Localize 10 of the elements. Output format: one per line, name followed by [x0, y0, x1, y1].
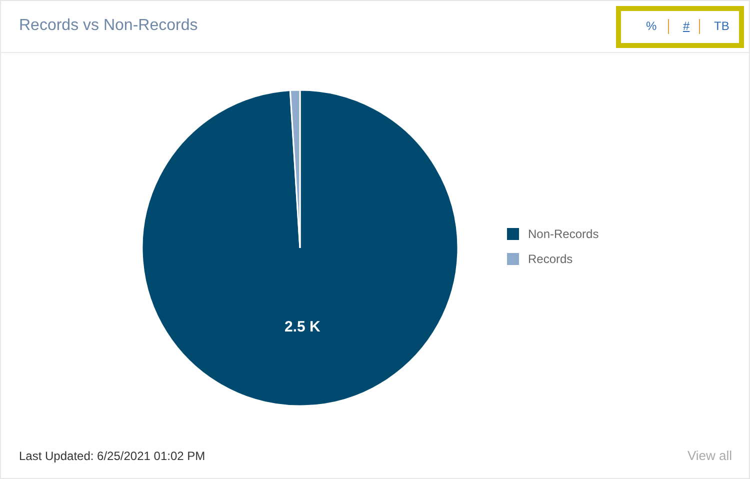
pie-slice	[141, 89, 459, 407]
chart-title: Records vs Non-Records	[19, 17, 198, 35]
text: TB	[714, 19, 730, 33]
legend-label: Non-Records	[528, 227, 599, 241]
legend-label: Records	[528, 252, 573, 266]
text: %	[646, 19, 657, 33]
text: View all	[687, 448, 732, 463]
text: Last Updated: 6/25/2021 01:02 PM	[19, 449, 206, 463]
data-label: 2.5 K	[284, 318, 321, 336]
text: #	[683, 19, 690, 33]
